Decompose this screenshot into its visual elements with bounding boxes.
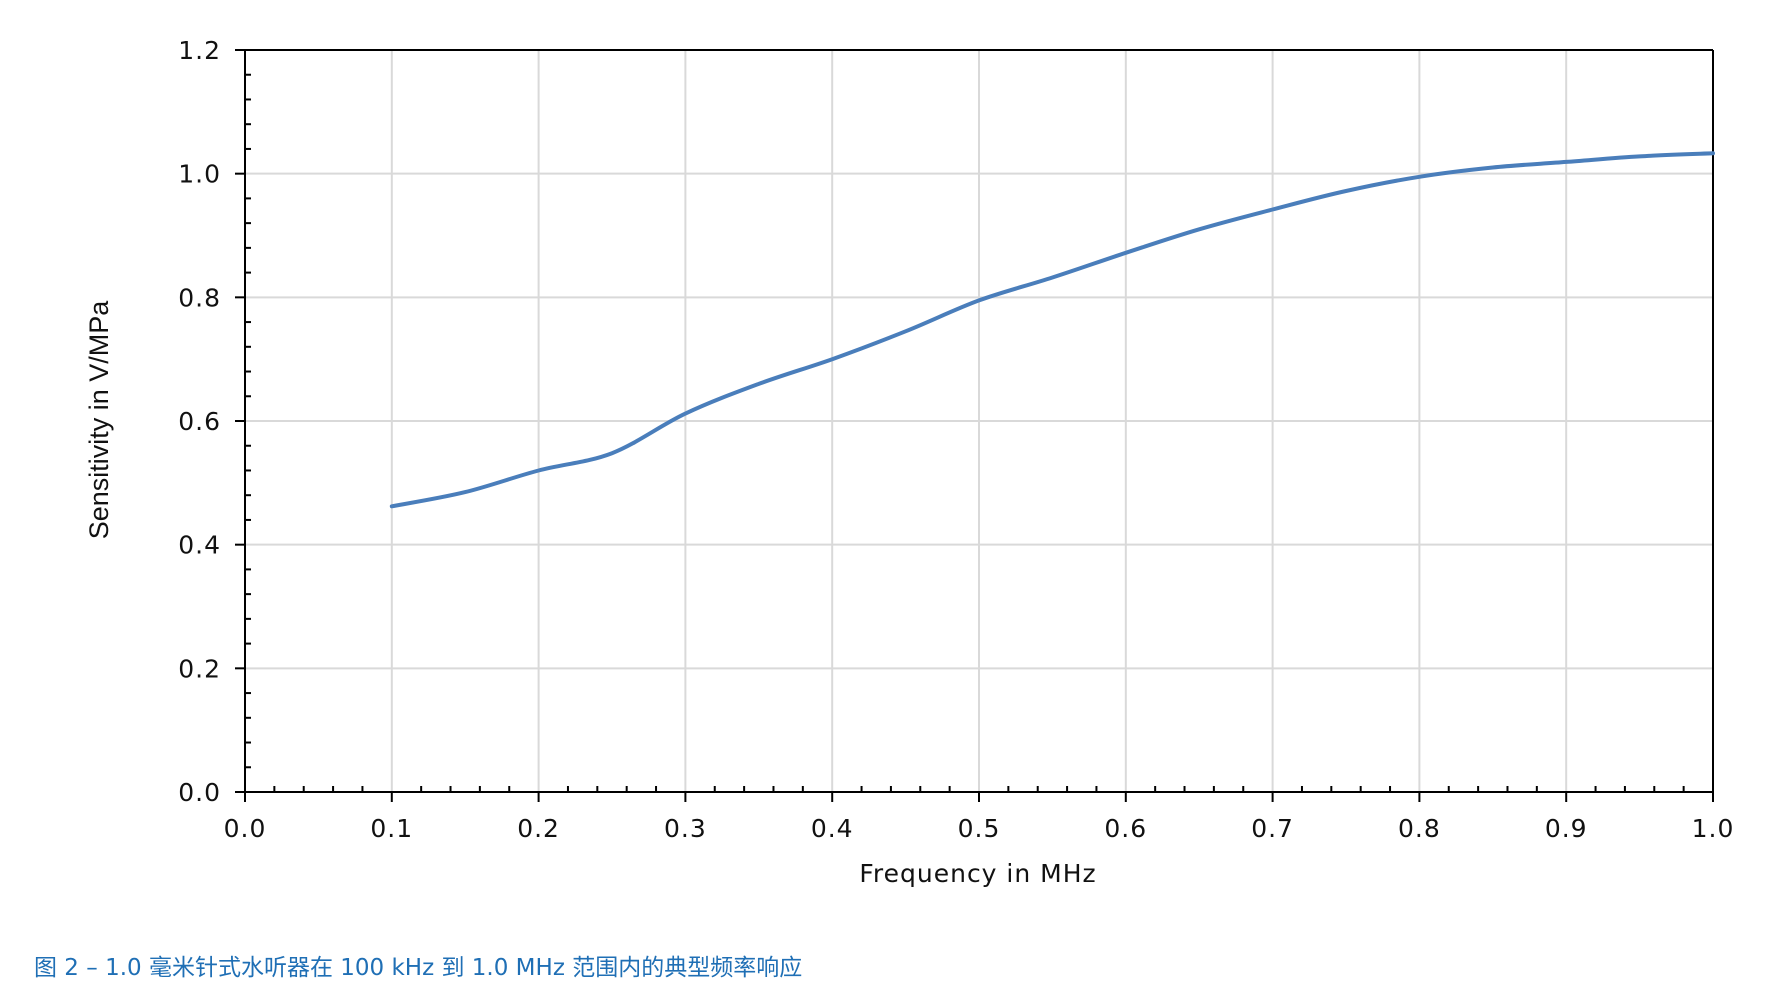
x-tick-label: 0.2 (517, 814, 560, 843)
x-tick-label: 0.4 (811, 814, 854, 843)
x-tick-label: 0.5 (958, 814, 1001, 843)
y-axis-title: Sensitivity in V/MPa (84, 300, 114, 540)
y-tick-label: 1.0 (178, 160, 221, 189)
tick-labels: 0.0 0.1 0.2 0.3 0.4 0.5 0.6 0.7 0.8 0.9 1.0 0.0 0.2 0… (178, 36, 1735, 843)
series-line (389, 151, 1715, 509)
chart: 0.0 0.1 0.2 0.3 0.4 0.5 0.6 0.7 0.8 0.9 1.0 0.0 0.2 0… (84, 36, 1735, 888)
x-tick-label: 0.6 (1104, 814, 1147, 843)
x-tick-label: 0.8 (1398, 814, 1441, 843)
y-tick-label: 0.8 (178, 283, 221, 312)
x-tick-label: 0.7 (1251, 814, 1294, 843)
x-tick-label: 0.1 (370, 814, 413, 843)
y-tick-label: 0.4 (178, 531, 221, 560)
y-tick-label: 0.0 (178, 778, 221, 807)
x-axis-title: Frequency in MHz (859, 859, 1096, 888)
x-tick-label: 1.0 (1692, 814, 1735, 843)
x-tick-label: 0.0 (224, 814, 267, 843)
figure-caption: 图 2 – 1.0 毫米针式水听器在 100 kHz 到 1.0 MHz 范围内… (34, 955, 803, 981)
series (389, 151, 1715, 509)
x-tick-label: 0.9 (1545, 814, 1588, 843)
grid (245, 49, 1714, 792)
y-tick-label: 0.2 (178, 654, 221, 683)
y-tick-label: 1.2 (178, 36, 221, 65)
ticks (235, 49, 1714, 802)
x-tick-label: 0.3 (664, 814, 707, 843)
y-tick-label: 0.6 (178, 407, 221, 436)
